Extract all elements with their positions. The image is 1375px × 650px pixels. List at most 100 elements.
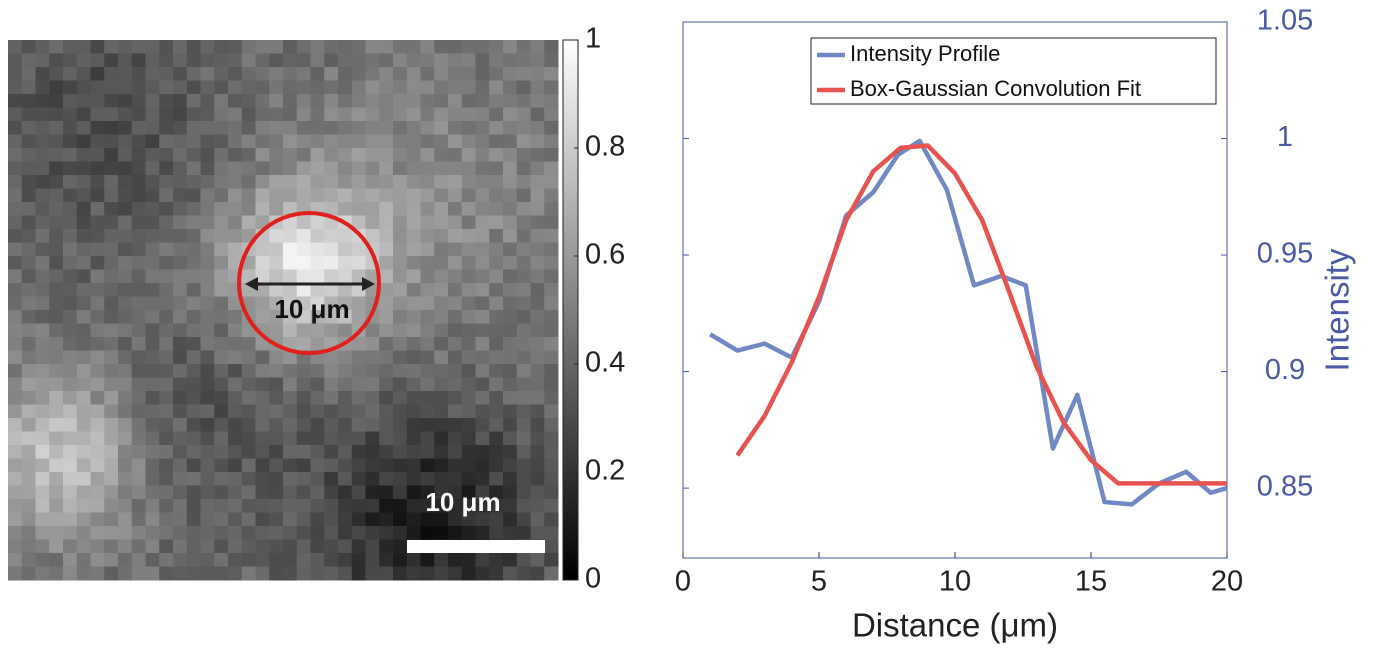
image-pixel <box>118 107 133 122</box>
image-pixel <box>379 256 394 270</box>
image-pixel <box>104 566 119 581</box>
image-pixel <box>351 310 366 324</box>
image-pixel <box>90 188 105 203</box>
image-pixel <box>393 472 408 486</box>
image-pixel <box>379 539 394 554</box>
image-pixel <box>489 148 504 162</box>
image-pixel <box>214 526 229 540</box>
image-pixel <box>489 350 504 365</box>
image-pixel <box>21 526 36 540</box>
image-pixel <box>310 53 325 68</box>
image-pixel <box>530 337 545 351</box>
image-pixel <box>63 80 78 95</box>
image-pixel <box>241 188 256 203</box>
image-pixel <box>131 323 146 338</box>
image-pixel <box>393 377 408 392</box>
image-pixel <box>104 337 119 351</box>
image-pixel <box>461 121 476 135</box>
image-pixel <box>35 107 50 122</box>
image-pixel <box>63 202 78 216</box>
image-pixel <box>461 458 476 473</box>
image-pixel <box>49 350 64 365</box>
image-pixel <box>228 53 243 68</box>
image-pixel <box>544 283 559 297</box>
image-pixel <box>448 175 463 189</box>
image-pixel <box>296 256 311 270</box>
image-pixel <box>159 80 174 95</box>
image-pixel <box>475 418 490 432</box>
image-pixel <box>104 242 119 257</box>
image-pixel <box>159 350 174 365</box>
image-pixel <box>351 67 366 81</box>
image-pixel <box>145 256 160 270</box>
image-pixel <box>214 40 229 54</box>
image-pixel <box>241 121 256 135</box>
image-pixel <box>255 566 270 581</box>
image-pixel <box>448 188 463 203</box>
image-pixel <box>255 107 270 122</box>
image-pixel <box>448 472 463 486</box>
image-pixel <box>489 418 504 432</box>
image-pixel <box>118 418 133 432</box>
image-pixel <box>200 215 215 230</box>
image-pixel <box>241 161 256 176</box>
image-pixel <box>104 323 119 338</box>
image-pixel <box>544 94 559 108</box>
image-pixel <box>530 310 545 324</box>
image-pixel <box>475 404 490 419</box>
image-pixel <box>214 391 229 405</box>
image-pixel <box>118 445 133 459</box>
image-pixel <box>131 269 146 284</box>
image-pixel <box>159 404 174 419</box>
image-pixel <box>283 458 298 473</box>
image-pixel <box>365 121 380 135</box>
image-pixel <box>351 148 366 162</box>
image-pixel <box>255 512 270 527</box>
image-pixel <box>90 53 105 68</box>
image-pixel <box>200 188 215 203</box>
image-pixel <box>104 512 119 527</box>
image-pixel <box>503 283 518 297</box>
image-pixel <box>8 404 23 419</box>
image-pixel <box>159 364 174 378</box>
image-pixel <box>159 202 174 216</box>
image-pixel <box>214 107 229 122</box>
image-pixel <box>420 161 435 176</box>
image-pixel <box>145 53 160 68</box>
image-pixel <box>90 283 105 297</box>
image-pixel <box>351 458 366 473</box>
image-pixel <box>8 499 23 513</box>
image-pixel <box>21 121 36 135</box>
image-pixel <box>76 472 91 486</box>
image-pixel <box>296 53 311 68</box>
image-pixel <box>214 337 229 351</box>
image-pixel <box>63 350 78 365</box>
image-pixel <box>324 242 339 257</box>
image-pixel <box>90 445 105 459</box>
image-pixel <box>365 553 380 567</box>
image-pixel <box>448 445 463 459</box>
image-pixel <box>49 323 64 338</box>
image-pixel <box>63 526 78 540</box>
image-pixel <box>21 269 36 284</box>
image-pixel <box>434 107 449 122</box>
image-pixel <box>338 80 353 95</box>
image-pixel <box>269 323 284 338</box>
image-pixel <box>118 391 133 405</box>
image-pixel <box>228 539 243 554</box>
image-pixel <box>8 175 23 189</box>
image-pixel <box>338 188 353 203</box>
image-pixel <box>159 40 174 54</box>
image-pixel <box>214 283 229 297</box>
image-pixel <box>406 148 421 162</box>
image-pixel <box>434 418 449 432</box>
image-pixel <box>173 148 188 162</box>
image-pixel <box>173 296 188 311</box>
image-pixel <box>35 553 50 567</box>
image-pixel <box>406 350 421 365</box>
image-pixel <box>489 445 504 459</box>
image-pixel <box>8 323 23 338</box>
image-pixel <box>76 323 91 338</box>
image-pixel <box>49 337 64 351</box>
image-pixel <box>503 94 518 108</box>
